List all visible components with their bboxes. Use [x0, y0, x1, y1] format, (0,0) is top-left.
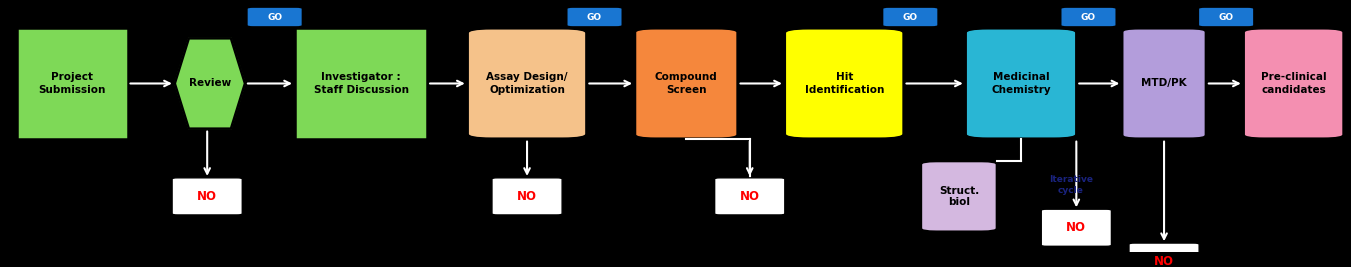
- FancyBboxPatch shape: [467, 28, 586, 139]
- Text: Iterative
cycle: Iterative cycle: [1048, 175, 1093, 195]
- FancyBboxPatch shape: [785, 28, 904, 139]
- Text: NO: NO: [197, 190, 218, 203]
- FancyBboxPatch shape: [1123, 28, 1206, 139]
- Text: GO: GO: [267, 13, 282, 22]
- FancyBboxPatch shape: [1200, 8, 1254, 26]
- FancyBboxPatch shape: [492, 178, 562, 215]
- Text: NO: NO: [1066, 221, 1086, 234]
- Text: Pre-clinical
candidates: Pre-clinical candidates: [1260, 72, 1327, 95]
- Text: Struct.
biol: Struct. biol: [939, 186, 979, 207]
- Text: GO: GO: [586, 13, 603, 22]
- Text: Investigator :
Staff Discussion: Investigator : Staff Discussion: [313, 72, 408, 95]
- Text: GO: GO: [902, 13, 917, 22]
- FancyBboxPatch shape: [567, 8, 621, 26]
- Text: GO: GO: [1219, 13, 1233, 22]
- FancyBboxPatch shape: [635, 28, 738, 139]
- Text: Hit
Identification: Hit Identification: [804, 72, 884, 95]
- FancyBboxPatch shape: [715, 178, 785, 215]
- Text: NO: NO: [1154, 255, 1174, 267]
- Polygon shape: [174, 38, 245, 129]
- Text: MTD/PK: MTD/PK: [1142, 78, 1188, 88]
- FancyBboxPatch shape: [172, 178, 242, 215]
- FancyBboxPatch shape: [1062, 8, 1116, 26]
- FancyBboxPatch shape: [247, 8, 301, 26]
- FancyBboxPatch shape: [884, 8, 938, 26]
- Bar: [295, 28, 427, 139]
- Text: Project
Submission: Project Submission: [39, 72, 105, 95]
- Text: Review: Review: [189, 78, 231, 88]
- Text: GO: GO: [1081, 13, 1096, 22]
- FancyBboxPatch shape: [921, 161, 997, 231]
- Text: Medicinal
Chemistry: Medicinal Chemistry: [992, 72, 1051, 95]
- FancyBboxPatch shape: [966, 28, 1077, 139]
- FancyBboxPatch shape: [1244, 28, 1343, 139]
- Bar: [18, 28, 127, 139]
- Text: NO: NO: [740, 190, 759, 203]
- FancyBboxPatch shape: [1129, 243, 1200, 267]
- Text: NO: NO: [517, 190, 538, 203]
- FancyBboxPatch shape: [1042, 209, 1112, 246]
- Text: Compound
Screen: Compound Screen: [655, 72, 717, 95]
- Text: Assay Design/
Optimization: Assay Design/ Optimization: [486, 72, 567, 95]
